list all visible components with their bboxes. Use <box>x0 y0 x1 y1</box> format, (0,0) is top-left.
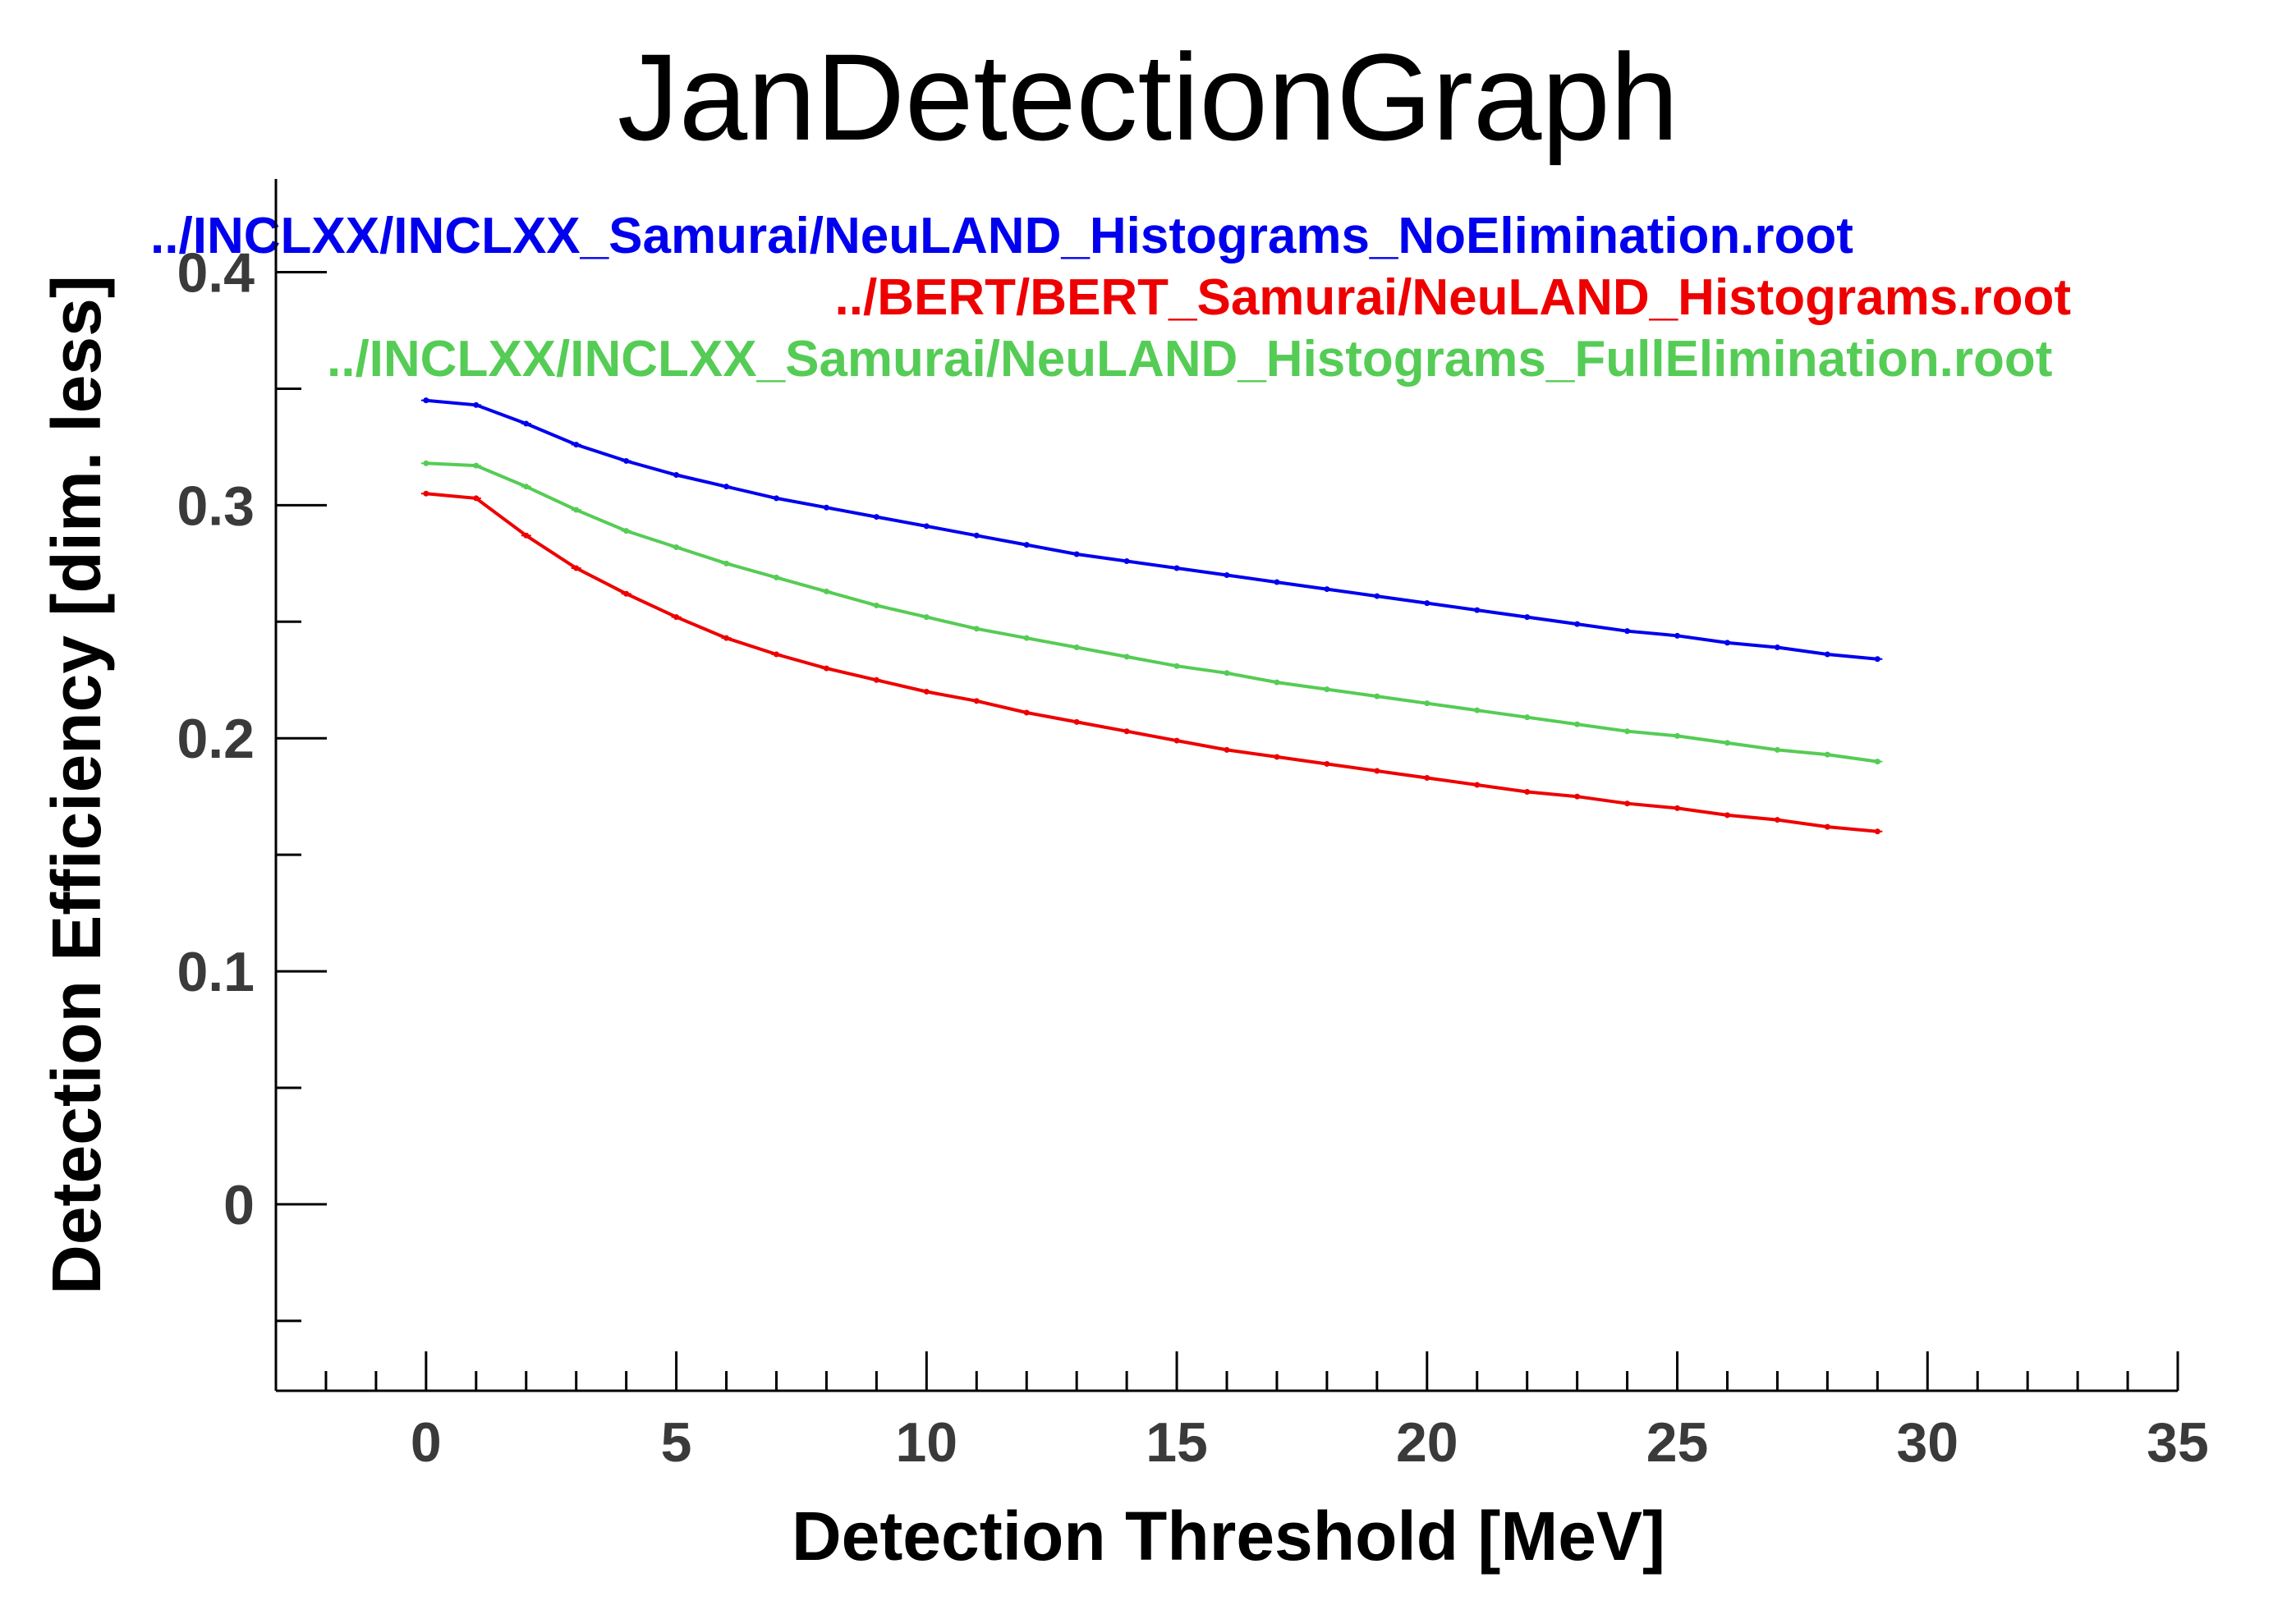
x-axis-label: Detection Threshold [MeV] <box>792 1497 1665 1575</box>
x-tick-label: 0 <box>411 1411 442 1474</box>
legend-entry: ../INCLXX/INCLXX_Samurai/NeuLAND_Histogr… <box>150 208 1853 264</box>
y-tick-label: 0.4 <box>177 242 255 305</box>
chart-title: JanDetectionGraph <box>618 28 1678 166</box>
x-tick-label: 20 <box>1396 1411 1458 1474</box>
legend: ../INCLXX/INCLXX_Samurai/NeuLAND_Histogr… <box>150 208 2071 388</box>
x-tick-label: 10 <box>895 1411 957 1474</box>
axes: 0 0.1 0.2 0.3 0.4 0 5 10 15 20 25 30 35 <box>177 179 2209 1474</box>
x-tick-label: 5 <box>661 1411 692 1474</box>
y-axis-label: Detection Efficiency [dim. less] <box>38 275 115 1295</box>
series-line <box>425 461 1878 764</box>
series-3 <box>420 460 1883 765</box>
plot-series <box>420 397 1883 835</box>
y-tick-label: 0.2 <box>177 708 255 770</box>
y-tick-label: 0.1 <box>177 941 255 1003</box>
legend-entry: ../BERT/BERT_Samurai/NeuLAND_Histograms.… <box>835 269 2071 326</box>
x-tick-label: 25 <box>1646 1411 1709 1474</box>
x-ticks: 0 5 10 15 20 25 30 35 <box>274 1351 2209 1474</box>
x-tick-label: 35 <box>2147 1411 2209 1474</box>
series-2 <box>420 490 1883 835</box>
y-tick-label: 0 <box>223 1174 255 1236</box>
y-ticks: 0 0.1 0.2 0.3 0.4 <box>177 242 327 1323</box>
x-tick-label: 30 <box>1896 1411 1958 1474</box>
legend-entry: ../INCLXX/INCLXX_Samurai/NeuLAND_Histogr… <box>327 331 2052 388</box>
series-line <box>425 398 1878 661</box>
y-tick-label: 0.3 <box>177 475 255 537</box>
x-tick-label: 15 <box>1146 1411 1208 1474</box>
series-1 <box>420 397 1883 663</box>
series-line <box>425 492 1878 833</box>
